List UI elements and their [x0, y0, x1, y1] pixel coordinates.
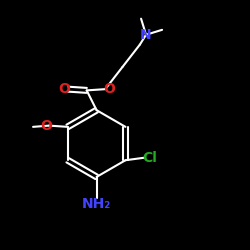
- Text: N: N: [140, 28, 152, 42]
- Text: O: O: [103, 82, 115, 96]
- Text: NH₂: NH₂: [82, 197, 111, 211]
- Text: O: O: [58, 82, 70, 96]
- Text: Cl: Cl: [142, 151, 157, 165]
- Text: O: O: [41, 118, 52, 132]
